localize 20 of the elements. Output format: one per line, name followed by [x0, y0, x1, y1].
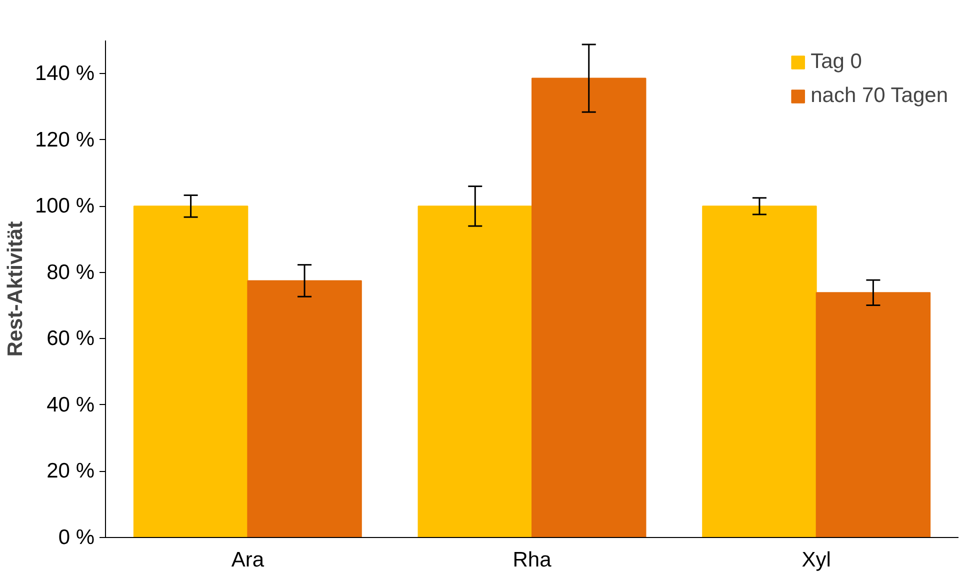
bar — [247, 280, 362, 538]
x-tick-label: Ara — [231, 548, 264, 572]
bar — [133, 206, 248, 538]
y-tick-label: 20 % — [46, 460, 95, 483]
y-tick-label: 140 % — [34, 62, 94, 86]
bar — [532, 78, 646, 538]
x-tick-label: Xyl — [802, 548, 831, 572]
y-tick-label: 0 % — [58, 526, 94, 549]
bar — [816, 292, 931, 538]
bar — [418, 206, 532, 538]
y-tick-label: 100 % — [34, 194, 94, 218]
legend-label: Tag 0 — [810, 50, 862, 74]
y-tick-label: 120 % — [34, 128, 94, 152]
y-tick-label: 80 % — [46, 260, 95, 284]
x-tick-label: Rha — [512, 548, 552, 572]
legend-label: nach 70 Tagen — [810, 84, 948, 108]
bar — [702, 206, 817, 538]
y-tick-label: 40 % — [46, 393, 95, 416]
y-axis-title: Rest-Aktivität — [4, 221, 27, 357]
y-tick-label: 60 % — [46, 327, 95, 350]
